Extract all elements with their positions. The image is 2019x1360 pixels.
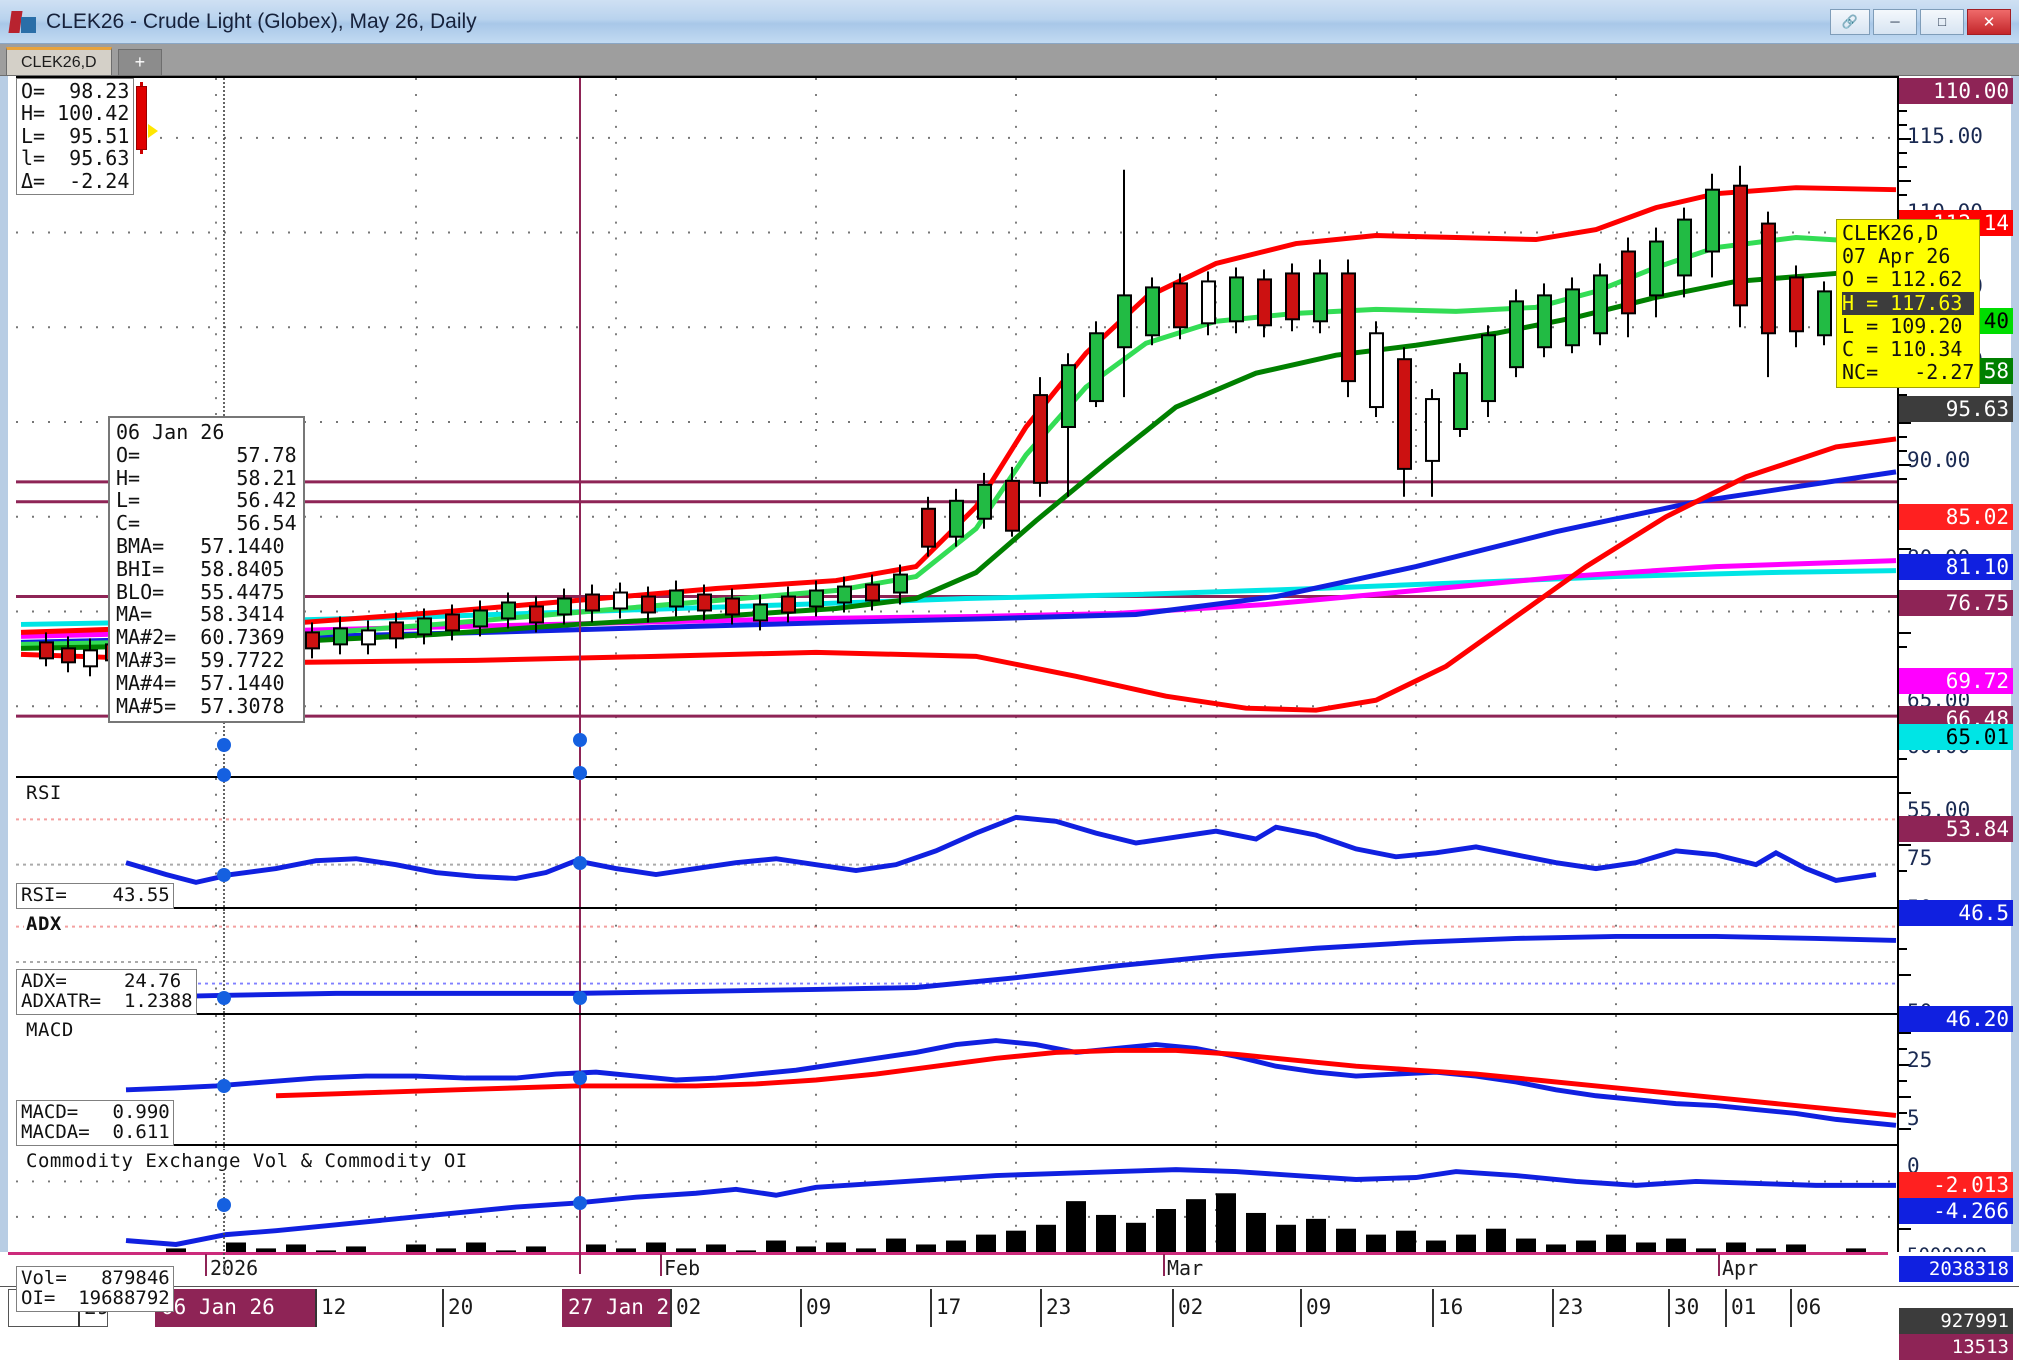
price-badge-last: 95.63 xyxy=(1899,396,2013,422)
chart-area: RSI RSI= 43.55 ADX xyxy=(0,76,2019,1328)
marker-dot-price-3[interactable] xyxy=(573,766,587,780)
date-tick-feb-17[interactable]: 17 xyxy=(930,1289,961,1327)
macd-plot xyxy=(125,1015,1897,1144)
month-label-apr: Apr xyxy=(1722,1256,1759,1280)
adx-plot xyxy=(16,909,1905,1013)
window-controls: 🔗 ─ □ ✕ xyxy=(1830,8,2019,35)
price-tick-90: 90.00 xyxy=(1907,448,1971,472)
date-tick-06-jan-26[interactable]: 06 Jan 26 xyxy=(155,1289,315,1327)
volume-readout: Vol= 879846 OI= 19688792 xyxy=(16,1265,174,1312)
date-axis[interactable]: 29 06 Jan 26 12 20 27 Jan 26 02 09 17 23… xyxy=(0,1286,2019,1328)
marker-dot-price-2[interactable] xyxy=(217,768,231,782)
year-label: 2026 xyxy=(210,1256,259,1280)
date-tick-27-jan-26[interactable]: 27 Jan 26 xyxy=(562,1289,682,1327)
quote-netchange: NC= -2.27 xyxy=(1842,360,1975,385)
price-badge-magenta-ma: 69.72 xyxy=(1899,668,2013,694)
ohlc-readout: O= 98.23 H= 100.42 L= 95.51 l= 95.63 Δ= … xyxy=(16,78,135,195)
date-tick-20[interactable]: 20 xyxy=(442,1289,473,1327)
date-tick-mar-30[interactable]: 30 xyxy=(1668,1289,1699,1327)
month-label-mar: Mar xyxy=(1167,1256,1204,1280)
volume-marker-line xyxy=(579,1146,581,1274)
marker-line-27jan xyxy=(579,78,581,776)
price-badge-top: 110.00 xyxy=(1899,78,2013,104)
tab-strip: CLEK26,D + xyxy=(0,44,2019,76)
quote-tooltip: CLEK26,D 07 Apr 26 O = 112.62 H = 117.63… xyxy=(1836,219,1981,389)
oi-value-badge: 2038318 xyxy=(1899,1256,2013,1282)
window-title-bar: CLEK26 - Crude Light (Globex), May 26, D… xyxy=(0,0,2019,44)
marker-dot-price-1[interactable] xyxy=(217,738,231,752)
date-tick-apr-01[interactable]: 01 xyxy=(1725,1289,1756,1327)
volume-panel-title: Commodity Exchange Vol & Commodity OI xyxy=(24,1150,470,1172)
quote-low: L = 109.20 xyxy=(1842,313,1963,338)
adx-value-badge: 46.20 xyxy=(1899,1006,2013,1032)
date-tick-mar-02[interactable]: 02 xyxy=(1172,1289,1203,1327)
macd-tick-5: 5 xyxy=(1907,1106,1920,1130)
adx-panel-title: ADX xyxy=(24,913,64,935)
price-tick-115: 115.00 xyxy=(1907,124,1983,148)
macd-readout: MACD= 0.990 MACDA= 0.611 xyxy=(16,1099,174,1146)
vol-value-badge: 927991 xyxy=(1899,1308,2013,1334)
volume-marker-dot-2[interactable] xyxy=(573,1196,587,1210)
price-badge-line-3: 53.84 xyxy=(1899,816,2013,842)
adx-readout: ADX= 24.76 ADXATR= 1.2388 xyxy=(16,968,197,1015)
oi-small-badge: 13513 xyxy=(1899,1334,2013,1360)
quote-open: O = 112.62 xyxy=(1842,267,1963,292)
rsi-panel[interactable]: RSI RSI= 43.55 xyxy=(16,776,1905,909)
close-icon[interactable]: ✕ xyxy=(1967,8,2011,35)
quote-symbol: CLEK26,D xyxy=(1842,221,1939,245)
date-tick-12[interactable]: 12 xyxy=(315,1289,346,1327)
rsi-readout: RSI= 43.55 xyxy=(16,883,174,909)
month-label-row: 2026 Feb Mar Apr xyxy=(0,1252,2019,1286)
bar-data-tooltip: 06 Jan 26 O= 57.78 H= 58.21 L= 56.42 C= … xyxy=(108,416,305,724)
pin-icon[interactable]: 🔗 xyxy=(1830,8,1870,35)
quote-high: H = 117.63 xyxy=(1842,291,1975,315)
date-tick-feb-23[interactable]: 23 xyxy=(1040,1289,1071,1327)
bar-body xyxy=(136,86,147,150)
date-tick-mar-09[interactable]: 09 xyxy=(1300,1289,1331,1327)
current-bar-glyph-icon xyxy=(134,82,158,154)
date-tick-mar-23[interactable]: 23 xyxy=(1552,1289,1583,1327)
quote-date: 07 Apr 26 xyxy=(1842,244,1951,269)
maximize-icon[interactable]: □ xyxy=(1920,8,1964,35)
date-tick-apr-06[interactable]: 06 xyxy=(1790,1289,1821,1327)
macd-marker-dot-2[interactable] xyxy=(573,1071,587,1085)
last-price-arrow-icon xyxy=(148,124,158,138)
month-separator-bar xyxy=(8,1252,1888,1255)
vertical-scrollbar[interactable] xyxy=(2011,76,2019,1328)
price-badge-upper-band: 85.02 xyxy=(1899,504,2013,530)
add-tab-button[interactable]: + xyxy=(117,49,163,75)
rsi-marker-line xyxy=(579,778,581,907)
sierra-chart-logo-icon xyxy=(10,9,36,35)
price-badge-mid-band: 81.10 xyxy=(1899,554,2013,580)
adx-tick-25: 25 xyxy=(1907,1048,1933,1072)
price-badge-cyan-ma: 65.01 xyxy=(1899,724,2013,750)
rsi-value-badge: 46.5 xyxy=(1899,900,2013,926)
macd-panel[interactable]: MACD MACD= 0.990 MACDA= 0.611 xyxy=(16,1013,1905,1146)
month-label-feb: Feb xyxy=(664,1256,701,1280)
rsi-plot xyxy=(16,778,1905,907)
tab-clek26-d[interactable]: CLEK26,D xyxy=(6,47,112,75)
minimize-icon[interactable]: ─ xyxy=(1873,8,1917,35)
macd-panel-title: MACD xyxy=(24,1019,76,1041)
rsi-marker-dot-2[interactable] xyxy=(573,856,587,870)
adx-marker-dot-1[interactable] xyxy=(217,991,231,1005)
date-tick-mar-16[interactable]: 16 xyxy=(1432,1289,1463,1327)
macd-value-badge: -2.013 xyxy=(1899,1172,2013,1198)
volume-marker-dot-1[interactable] xyxy=(217,1198,231,1212)
adx-marker-dot-2[interactable] xyxy=(573,991,587,1005)
rsi-panel-title: RSI xyxy=(24,782,64,804)
macd-marker-dot-1[interactable] xyxy=(217,1079,231,1093)
rsi-crosshair-line xyxy=(223,778,225,907)
date-tick-feb-09[interactable]: 09 xyxy=(800,1289,831,1327)
quote-close: C = 110.34 xyxy=(1842,336,1963,361)
macda-value-badge: -4.266 xyxy=(1899,1198,2013,1224)
adx-panel[interactable]: ADX ADX= 24.76 ADXATR= 1.2388 xyxy=(16,907,1905,1015)
rsi-tick-75: 75 xyxy=(1907,846,1933,870)
date-tick-feb-02[interactable]: 02 xyxy=(670,1289,701,1327)
price-badge-line-1: 76.75 xyxy=(1899,590,2013,616)
marker-dot-price-5[interactable] xyxy=(573,733,587,747)
window-title: CLEK26 - Crude Light (Globex), May 26, D… xyxy=(46,9,477,33)
rsi-marker-dot-1[interactable] xyxy=(217,868,231,882)
